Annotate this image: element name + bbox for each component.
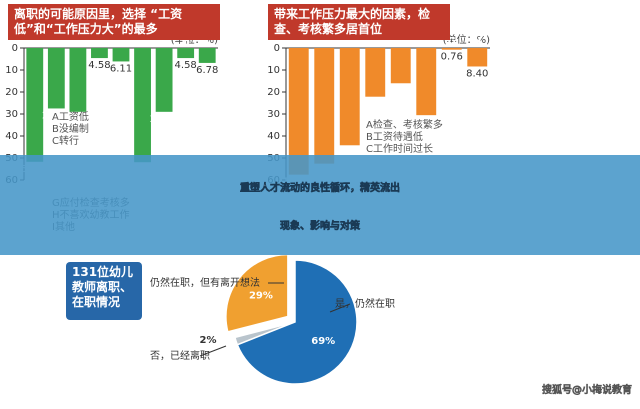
- y-tick-label: 0: [274, 43, 280, 54]
- bar: [416, 48, 437, 116]
- x-tick-label: H: [473, 36, 481, 47]
- value-label: 8.40: [466, 68, 488, 79]
- legend-item: A工资低: [52, 110, 89, 123]
- x-tick-label: A: [295, 36, 303, 47]
- bar: [467, 48, 488, 67]
- value-label: 27.48: [42, 110, 71, 121]
- x-tick-label: C: [346, 36, 353, 47]
- bar: [365, 48, 386, 97]
- unit: (单位：%): [443, 33, 490, 46]
- value-label: 29%: [249, 291, 273, 302]
- bar: [26, 48, 44, 162]
- banner-title: 重塑人才流动的良性循环，精英流出: [240, 181, 400, 194]
- x-tick-label: F: [139, 36, 146, 47]
- bar: [47, 48, 65, 109]
- x-tick-label: E: [397, 36, 404, 47]
- legend-item: B工资待遇低: [366, 130, 423, 143]
- bar: [390, 48, 411, 84]
- slice-label: 是，仍然在职: [335, 297, 395, 310]
- x-tick-label: B: [320, 36, 328, 47]
- y-tick-label: 20: [5, 87, 18, 98]
- legend-item: C转行: [52, 134, 79, 147]
- value-label: 29.01: [64, 114, 93, 125]
- x-tick-label: G: [448, 36, 456, 47]
- bar: [288, 48, 309, 175]
- value-label: 6.11: [110, 63, 132, 74]
- value-label: 30.53: [412, 117, 441, 128]
- y-tick-label: 10: [267, 65, 280, 76]
- value-label: 4.58: [175, 60, 197, 71]
- bar: [198, 48, 216, 63]
- bar: [69, 48, 87, 112]
- pie-slice: [236, 259, 358, 385]
- leader: [199, 345, 227, 357]
- value-label: 2%: [200, 335, 217, 346]
- banner-title: 现象、影响与对策: [280, 219, 361, 232]
- bar: [155, 48, 173, 112]
- leader: [329, 303, 351, 313]
- bar: [91, 48, 108, 59]
- legend-item: C工作时间过长: [366, 142, 433, 155]
- value-label: 22.14: [361, 99, 390, 110]
- x-tick-label: I: [205, 36, 209, 47]
- banner: [0, 155, 640, 255]
- slice-label: 否，已经离职: [150, 349, 210, 362]
- x-tick-label: D: [95, 36, 103, 47]
- chart-title: 带来工作压力最大的因素，检查、考核繁多居首位: [268, 4, 450, 40]
- y-tick-label: 40: [5, 131, 18, 142]
- chart-title: 131位幼儿教师离职、在职情况: [66, 262, 142, 320]
- x-tick-label: B: [53, 36, 61, 47]
- bar: [134, 48, 151, 163]
- x-tick-label: G: [160, 36, 168, 47]
- bar: [441, 48, 462, 50]
- pie-slice: [225, 253, 289, 333]
- y-tick-label: 20: [267, 87, 280, 98]
- value-label: 16.03: [386, 85, 415, 96]
- bar: [314, 48, 335, 164]
- x-tick-label: C: [74, 36, 81, 47]
- x-tick-label: E: [118, 36, 125, 47]
- legend-item: A检查、考核繁多: [366, 118, 443, 131]
- y-tick-label: 40: [267, 131, 280, 142]
- y-tick-label: 10: [5, 65, 18, 76]
- value-label: 44.22: [335, 147, 364, 158]
- watermark: 搜狐号@小梅说教育: [542, 383, 632, 396]
- bar: [112, 48, 130, 62]
- y-tick-label: 0: [12, 43, 18, 54]
- bar: [177, 48, 195, 59]
- legend-item: B没编制: [52, 122, 89, 135]
- x-tick-label: H: [181, 36, 189, 47]
- value-label: 0.76: [441, 52, 463, 63]
- y-tick-label: 30: [5, 109, 18, 120]
- x-tick-label: D: [371, 36, 379, 47]
- bar: [339, 48, 360, 146]
- x-tick-label: F: [423, 36, 430, 47]
- x-tick-label: A: [31, 36, 39, 47]
- value-label: 4.58: [88, 60, 110, 71]
- value-label: 29.01: [150, 114, 179, 125]
- value-label: 69%: [311, 336, 335, 347]
- y-tick-label: 30: [267, 109, 280, 120]
- chart-title: 离职的可能原因里，选择 “工资低”和“工作压力大”的最多: [8, 4, 220, 40]
- slice-label: 仍然在职，但有离开想法: [150, 276, 260, 289]
- value-label: 6.78: [196, 65, 218, 76]
